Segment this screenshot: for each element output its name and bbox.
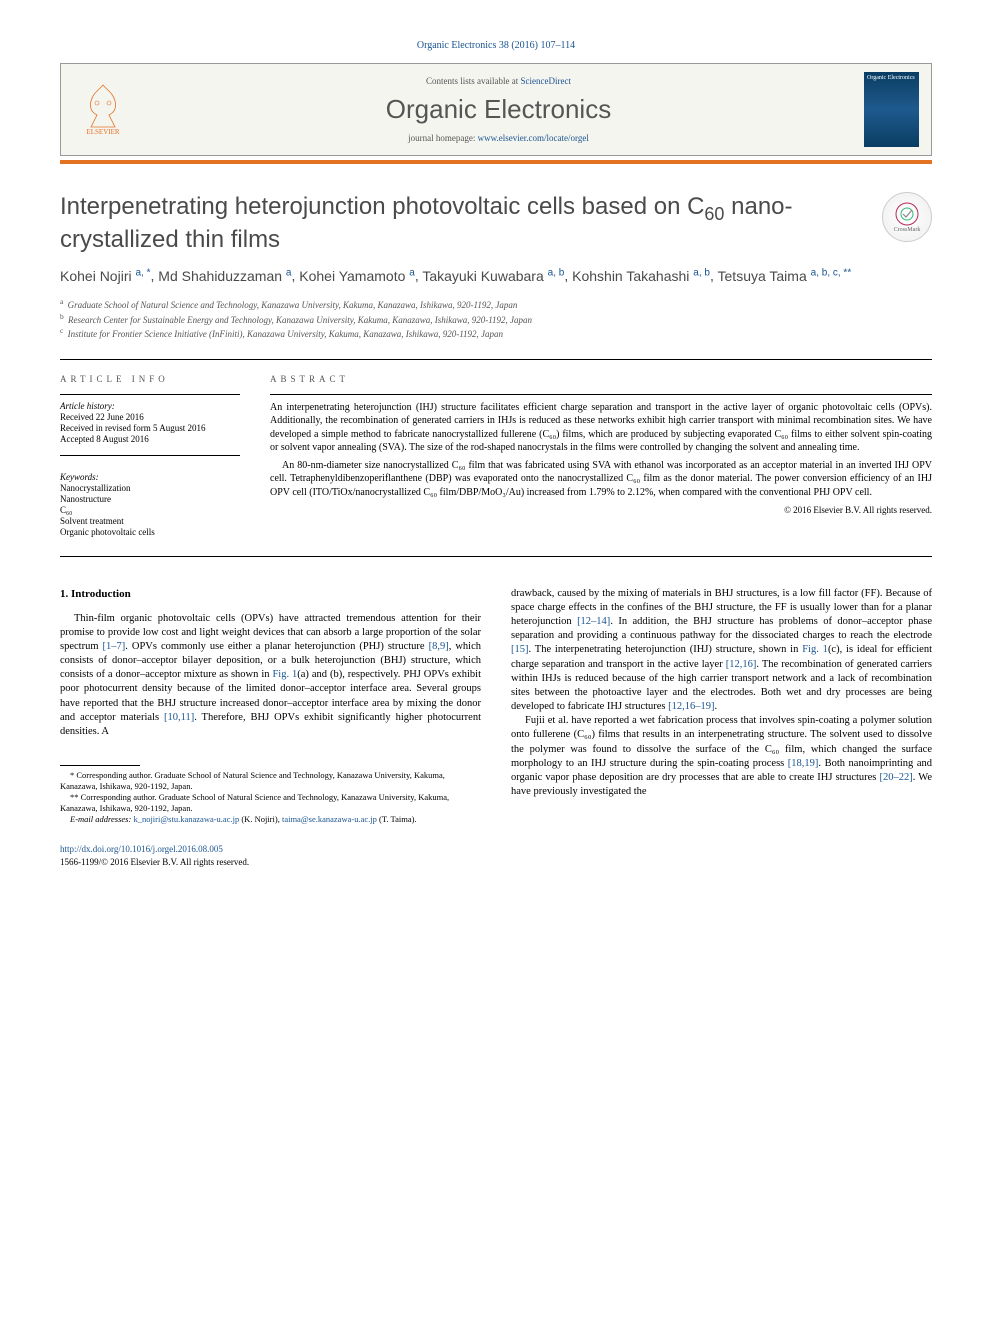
- history-received: Received 22 June 2016: [60, 412, 240, 422]
- affiliation: a Graduate School of Natural Science and…: [60, 297, 932, 312]
- keyword: Nanostructure: [60, 494, 240, 504]
- contents-line: Contents lists available at ScienceDirec…: [149, 76, 848, 86]
- title-subscript: 60: [704, 204, 724, 224]
- masthead-center: Contents lists available at ScienceDirec…: [149, 76, 848, 143]
- homepage-link[interactable]: www.elsevier.com/locate/orgel: [478, 133, 589, 143]
- body-paragraph: Fujii et al. have reported a wet fabrica…: [511, 714, 932, 799]
- email-link[interactable]: taima@se.kanazawa-u.ac.jp: [282, 814, 377, 824]
- history-accepted: Accepted 8 August 2016: [60, 434, 240, 444]
- divider: [60, 556, 932, 557]
- elsevier-tree-icon: [83, 83, 123, 128]
- footnote-rule: [60, 765, 140, 766]
- corresponding-author-footnote: * Corresponding author. Graduate School …: [60, 770, 481, 792]
- journal-name: Organic Electronics: [149, 94, 848, 125]
- email-footnote: E-mail addresses: k_nojiri@stu.kanazawa-…: [60, 814, 481, 825]
- author-list: Kohei Nojiri a, *, Md Shahiduzzaman a, K…: [60, 265, 932, 287]
- homepage-prefix: journal homepage:: [408, 133, 477, 143]
- contents-prefix: Contents lists available at: [426, 76, 520, 86]
- right-column: drawback, caused by the mixing of materi…: [511, 587, 932, 868]
- author: Kohshin Takahashi a, b: [572, 268, 710, 284]
- author: Takayuki Kuwabara a, b: [422, 268, 564, 284]
- doi-link[interactable]: http://dx.doi.org/10.1016/j.orgel.2016.0…: [60, 843, 481, 855]
- journal-homepage-line: journal homepage: www.elsevier.com/locat…: [149, 133, 848, 143]
- keyword: Nanocrystallization: [60, 483, 240, 493]
- body-columns: 1. Introduction Thin-film organic photov…: [60, 587, 932, 868]
- journal-cover-thumb: Organic Electronics: [864, 72, 919, 147]
- abstract-heading: ABSTRACT: [270, 374, 932, 384]
- body-paragraph: drawback, caused by the mixing of materi…: [511, 587, 932, 715]
- article-info: ARTICLE INFO Article history: Received 2…: [60, 374, 240, 538]
- divider: [60, 455, 240, 456]
- email-link[interactable]: k_nojiri@stu.kanazawa-u.ac.jp: [133, 814, 239, 824]
- history-label: Article history:: [60, 401, 240, 411]
- orange-divider: [60, 160, 932, 164]
- affiliations: a Graduate School of Natural Science and…: [60, 297, 932, 341]
- email-attribution: (T. Taima).: [379, 814, 417, 824]
- author: Kohei Yamamoto a: [299, 268, 415, 284]
- left-column: 1. Introduction Thin-film organic photov…: [60, 587, 481, 868]
- elsevier-logo: ELSEVIER: [73, 75, 133, 145]
- author: Kohei Nojiri a, *: [60, 268, 151, 284]
- history-revised: Received in revised form 5 August 2016: [60, 423, 240, 433]
- issn-copyright: 1566-1199/© 2016 Elsevier B.V. All right…: [60, 856, 481, 868]
- corresponding-author-footnote: ** Corresponding author. Graduate School…: [60, 792, 481, 814]
- body-paragraph: Thin-film organic photovoltaic cells (OP…: [60, 612, 481, 740]
- email-label: E-mail addresses:: [70, 814, 131, 824]
- sciencedirect-link[interactable]: ScienceDirect: [521, 76, 571, 86]
- footnotes: * Corresponding author. Graduate School …: [60, 770, 481, 825]
- title-text-1: Interpenetrating heterojunction photovol…: [60, 193, 704, 220]
- bottom-block: http://dx.doi.org/10.1016/j.orgel.2016.0…: [60, 843, 481, 867]
- keyword: Organic photovoltaic cells: [60, 527, 240, 537]
- keywords-label: Keywords:: [60, 472, 240, 482]
- article-info-heading: ARTICLE INFO: [60, 374, 240, 384]
- abstract-paragraph: An interpenetrating heterojunction (IHJ)…: [270, 401, 932, 455]
- author: Md Shahiduzzaman a: [158, 268, 291, 284]
- citation-header: Organic Electronics 38 (2016) 107–114: [60, 40, 932, 51]
- abstract-paragraph: An 80-nm-diameter size nanocrystallized …: [270, 459, 932, 500]
- abstract-copyright: © 2016 Elsevier B.V. All rights reserved…: [270, 505, 932, 515]
- section-heading: 1. Introduction: [60, 587, 481, 602]
- abstract: ABSTRACT An interpenetrating heterojunct…: [270, 374, 932, 538]
- crossmark-badge[interactable]: CrossMark: [882, 192, 932, 242]
- article-title: Interpenetrating heterojunction photovol…: [60, 192, 870, 255]
- email-attribution: (K. Nojiri),: [241, 814, 279, 824]
- affiliation: b Research Center for Sustainable Energy…: [60, 312, 932, 327]
- masthead: ELSEVIER Contents lists available at Sci…: [60, 63, 932, 156]
- crossmark-label: CrossMark: [894, 227, 921, 233]
- publisher-label: ELSEVIER: [86, 128, 119, 136]
- affiliation: c Institute for Frontier Science Initiat…: [60, 326, 932, 341]
- keyword: Solvent treatment: [60, 516, 240, 526]
- crossmark-icon: [894, 201, 920, 227]
- keyword: C₆₀: [60, 505, 240, 515]
- author: Tetsuya Taima a, b, c, **: [718, 268, 852, 284]
